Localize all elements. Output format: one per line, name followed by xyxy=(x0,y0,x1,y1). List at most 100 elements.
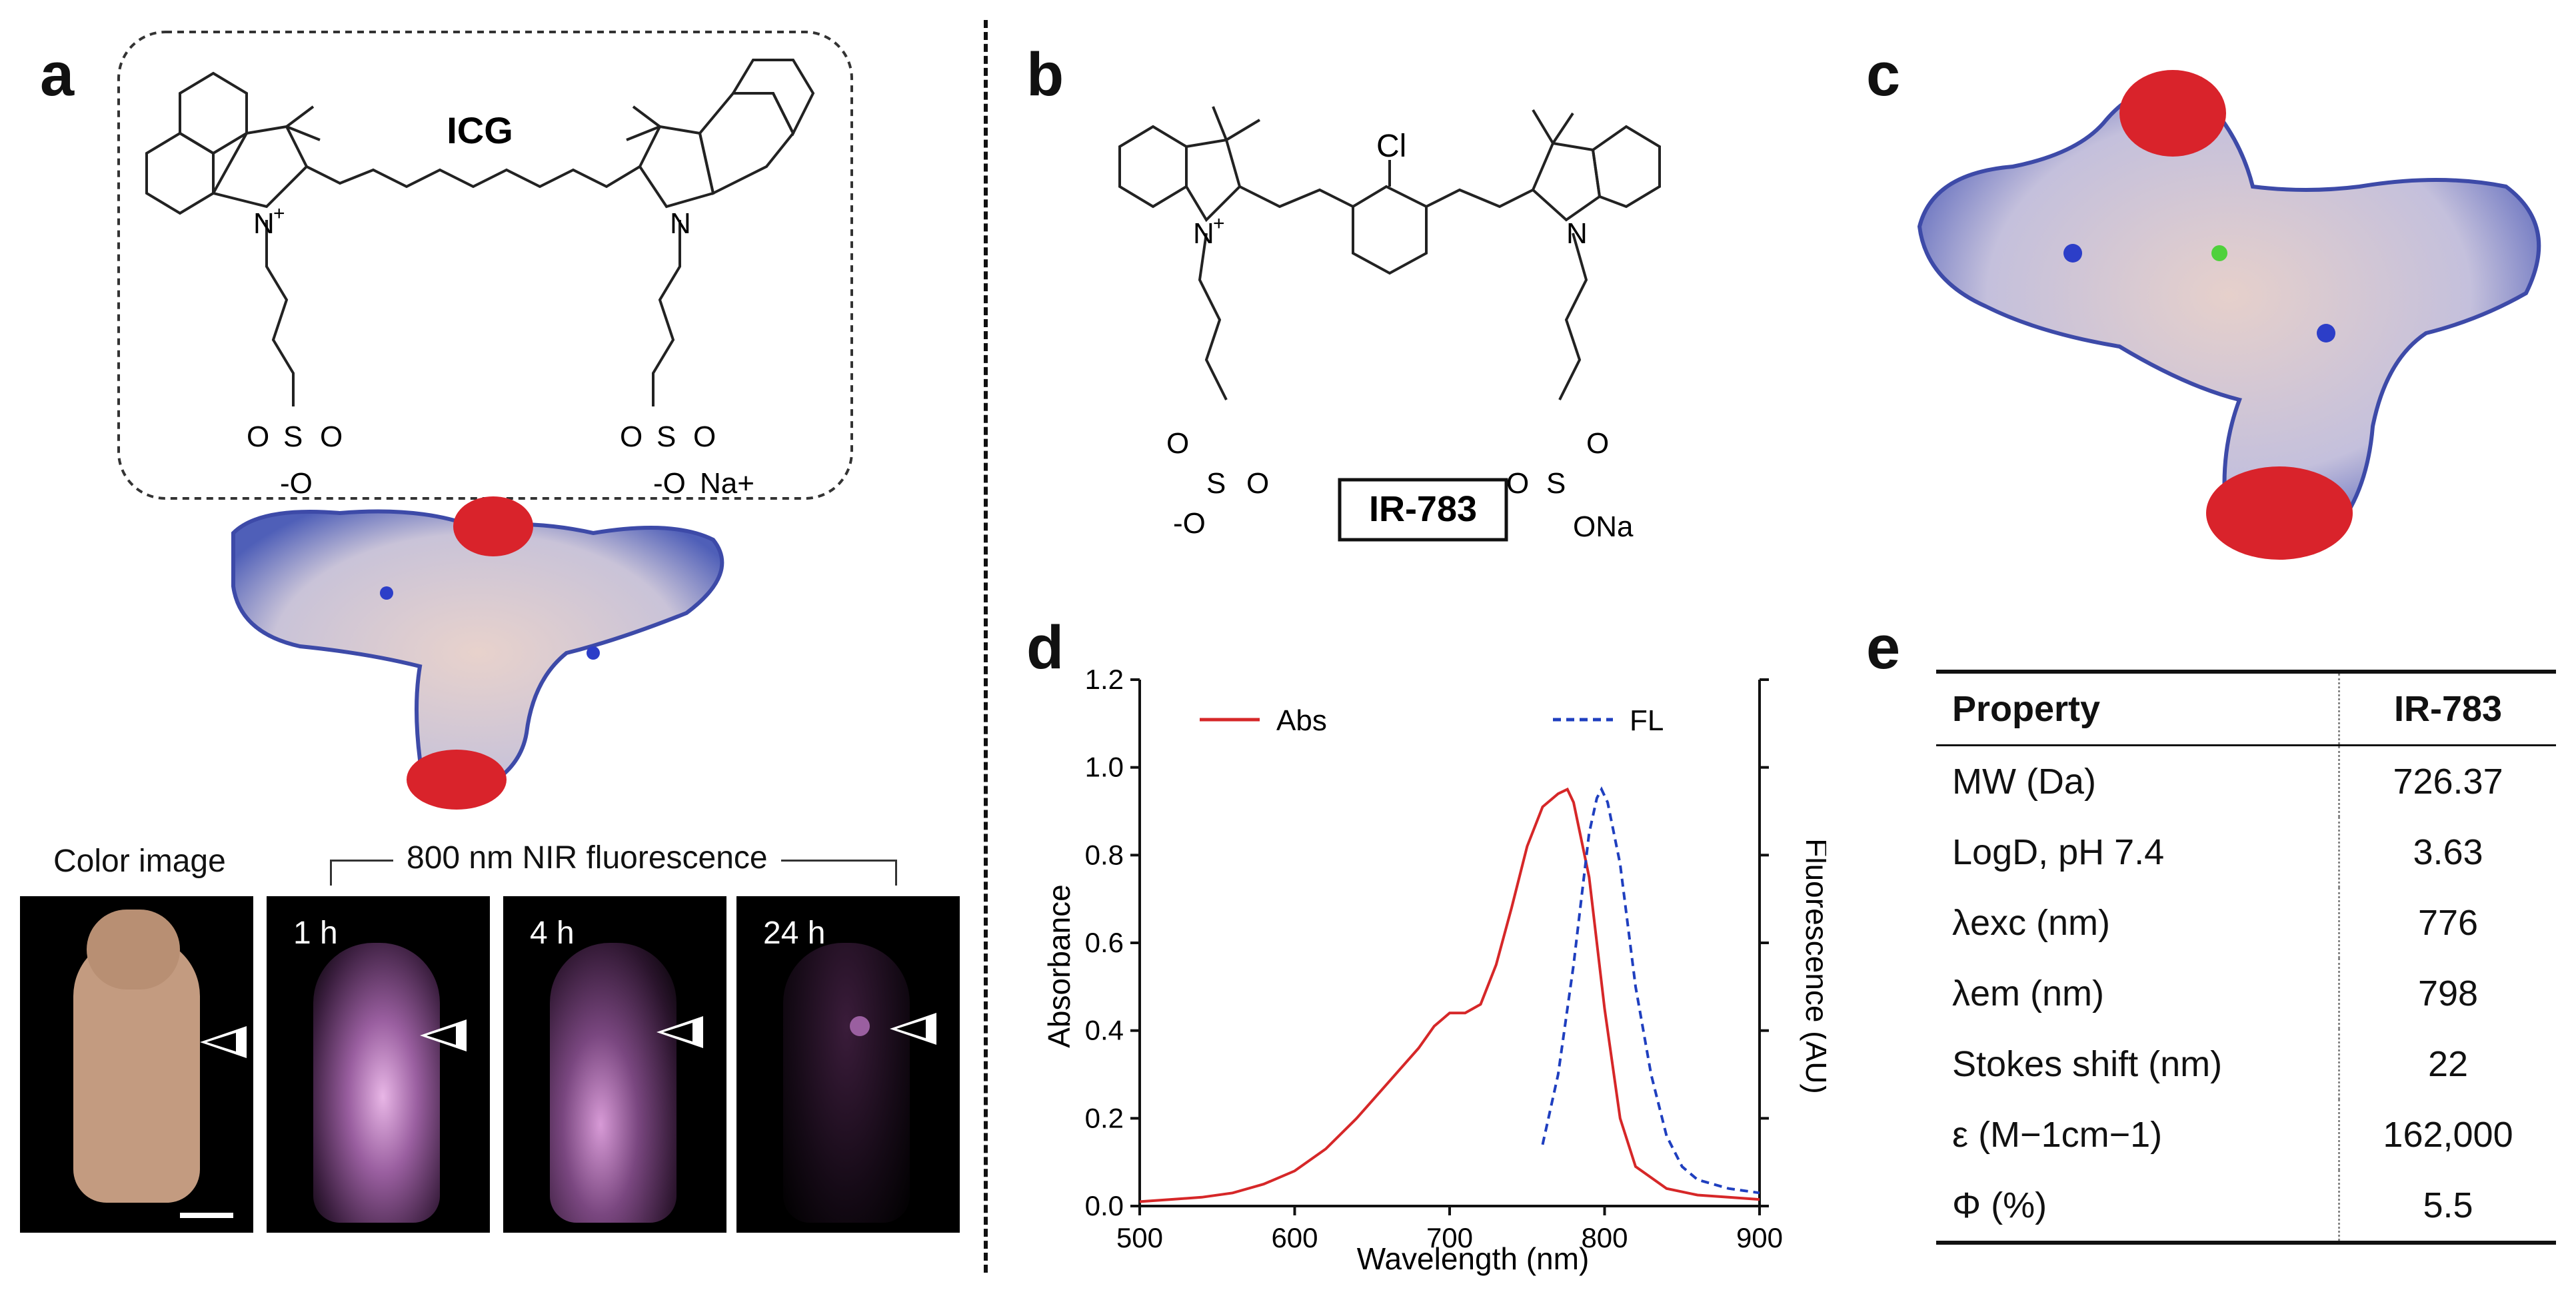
ir783-s2: S xyxy=(1546,467,1566,500)
nir-image-4h: 4 h xyxy=(503,896,726,1233)
nir-image-1h: 1 h xyxy=(267,896,490,1233)
ir783-surface-model xyxy=(1917,70,2541,560)
y-tick-label: 1.2 xyxy=(1085,664,1124,695)
ir783-o3: -O xyxy=(1173,507,1206,540)
panel-letter-c: c xyxy=(1866,41,1901,109)
y-tick-label: 0.2 xyxy=(1085,1102,1124,1133)
mouse-glow-24h xyxy=(783,943,910,1223)
ir783-plus: + xyxy=(1213,213,1225,235)
y-tick-label: 0.0 xyxy=(1085,1190,1124,1221)
table-cell-property: ε (M−1cm−1) xyxy=(1952,1115,2163,1155)
table-row: λem (nm) 798 xyxy=(1936,958,2556,1029)
ir783-o5: O xyxy=(1586,427,1609,460)
y-tick-label: 0.6 xyxy=(1085,927,1124,958)
tumor-arrow-0 xyxy=(200,1026,247,1058)
table-cell-value: 5.5 xyxy=(2338,1170,2556,1243)
table-cell-property: Φ (%) xyxy=(1952,1185,2047,1225)
panel-letter-b: b xyxy=(1026,41,1064,109)
y-tick-label: 0.4 xyxy=(1085,1015,1124,1046)
icg-o-right-c: -O xyxy=(653,467,686,500)
table-row: λexc (nm) 776 xyxy=(1936,888,2556,958)
y-tick-label: 1.0 xyxy=(1085,752,1124,783)
chart-ylabel: Absorbance xyxy=(1042,884,1076,1048)
table-row: LogD, pH 7.4 3.63 xyxy=(1936,817,2556,888)
icg-s-right: S xyxy=(656,420,676,453)
icg-label: ICG xyxy=(447,109,513,151)
chart-frame xyxy=(1138,680,1761,1207)
icg-plus: + xyxy=(273,203,285,225)
ir783-structure: Cl N + N O S O -O O S O ONa IR-783 xyxy=(1118,106,1661,543)
table-row: Stokes shift (nm) 22 xyxy=(1936,1029,2556,1099)
tumor-arrow-3 xyxy=(890,1013,936,1045)
panel-letter-a: a xyxy=(40,41,75,109)
ir783-o1: O xyxy=(1166,427,1189,460)
icg-o-right-a: O xyxy=(620,420,643,453)
ir783-sulfonate-bottom xyxy=(2206,466,2353,560)
table-row: MW (Da) 726.37 xyxy=(1936,745,2556,817)
icg-o-left-c: -O xyxy=(280,467,313,500)
icg-sulfonate-bottom xyxy=(407,750,507,810)
tumor-arrow-2 xyxy=(656,1016,703,1048)
ir783-label-box xyxy=(1338,478,1508,542)
tumor-spot-24h xyxy=(850,1016,870,1036)
mouse-head-color xyxy=(87,910,180,989)
icg-na: Na+ xyxy=(700,467,754,500)
x-tick-label: 500 xyxy=(1116,1222,1163,1253)
table-cell-value: 162,000 xyxy=(2338,1099,2556,1170)
table-cell-property: LogD, pH 7.4 xyxy=(1952,832,2165,872)
icg-structure: ICG N + N O S O -O O S O -O Na+ xyxy=(117,31,853,500)
icg-n: N xyxy=(670,207,691,240)
table-header-property: Property xyxy=(1952,689,2101,729)
chart-y2label: Fluorescence (AU) xyxy=(1800,838,1826,1093)
icg-sulfonate-top xyxy=(453,496,533,556)
nir-time-4h: 4 h xyxy=(530,916,575,951)
table-cell-property: λem (nm) xyxy=(1952,973,2104,1013)
nir-time-1h: 1 h xyxy=(293,916,338,951)
table-cell-value: 22 xyxy=(2338,1029,2556,1099)
ir783-o2: O xyxy=(1246,467,1269,500)
x-tick-label: 700 xyxy=(1426,1222,1473,1253)
tumor-arrow-1 xyxy=(420,1019,467,1051)
properties-table: Property IR-783 MW (Da) 726.37 LogD, pH 7.… xyxy=(1936,670,2556,1245)
icg-surface-model xyxy=(231,496,724,810)
color-image-photo xyxy=(20,896,253,1233)
legend-fl-label: FL xyxy=(1630,704,1664,737)
table-cell-value: 776 xyxy=(2338,888,2556,958)
table-cell-property: λexc (nm) xyxy=(1952,903,2111,943)
scale-bar xyxy=(180,1213,233,1218)
color-image-label: Color image xyxy=(53,844,226,879)
table-cell-value: 3.63 xyxy=(2338,817,2556,888)
mouse-glow-4h xyxy=(550,943,676,1223)
icg-o-left-a: O xyxy=(247,420,269,453)
table-row: Φ (%) 5.5 xyxy=(1936,1170,2556,1243)
chart-xlabel: Wavelength (nm) xyxy=(1357,1241,1590,1276)
x-tick-label: 600 xyxy=(1271,1222,1318,1253)
nir-label: 800 nm NIR fluorescence xyxy=(393,840,781,876)
panel-letter-e: e xyxy=(1866,614,1901,682)
nir-image-24h: 24 h xyxy=(736,896,960,1233)
table-header-value: IR-783 xyxy=(2338,672,2556,746)
ir783-cl: Cl xyxy=(1376,129,1406,164)
ir783-sulfonate-top xyxy=(2119,70,2226,157)
ir783-label: IR-783 xyxy=(1369,489,1477,529)
icg-o-left-b: O xyxy=(320,420,343,453)
table-cell-value: 726.37 xyxy=(2338,745,2556,817)
legend-abs-label: Abs xyxy=(1276,704,1327,737)
ir783-o4: O xyxy=(1506,467,1529,500)
table-cell-property: MW (Da) xyxy=(1952,762,2096,802)
ir783-s1: S xyxy=(1206,467,1226,500)
table-row: ε (M−1cm−1) 162,000 xyxy=(1936,1099,2556,1170)
icg-o-right-b: O xyxy=(693,420,716,453)
table-cell-value: 798 xyxy=(2338,958,2556,1029)
ir783-ona: ONa xyxy=(1573,510,1634,543)
icg-s-left: S xyxy=(283,420,303,453)
y-tick-label: 0.8 xyxy=(1085,839,1124,870)
icg-n-plus: N xyxy=(253,207,275,240)
table-header-row: Property IR-783 xyxy=(1936,672,2556,746)
nir-time-24h: 24 h xyxy=(763,916,826,951)
mouse-glow-1h xyxy=(313,943,440,1223)
ir783-n: N xyxy=(1566,217,1588,250)
table-cell-property: Stokes shift (nm) xyxy=(1952,1044,2223,1084)
ir783-n-plus: N xyxy=(1193,217,1214,250)
x-tick-label: 800 xyxy=(1581,1222,1628,1253)
